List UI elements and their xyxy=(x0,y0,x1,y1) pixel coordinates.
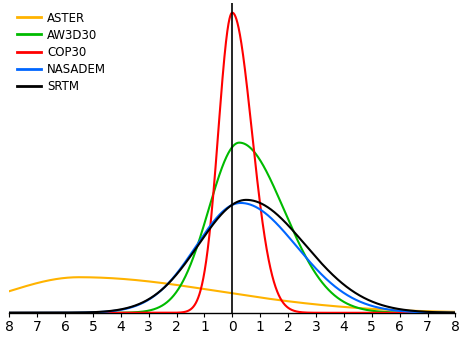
NASADEM xyxy=(6,311,12,315)
ASTER xyxy=(197,286,203,290)
NASADEM xyxy=(416,310,421,314)
ASTER xyxy=(6,289,12,293)
COP30 xyxy=(218,92,224,96)
ASTER xyxy=(330,304,336,308)
SRTM xyxy=(218,212,224,217)
COP30 xyxy=(416,311,421,315)
COP30 xyxy=(330,311,336,315)
AW3D30 xyxy=(236,141,241,145)
Line: COP30: COP30 xyxy=(9,13,454,313)
COP30 xyxy=(194,299,199,303)
SRTM xyxy=(197,240,202,244)
NASADEM xyxy=(452,311,457,315)
COP30 xyxy=(438,311,443,315)
NASADEM xyxy=(197,238,202,242)
AW3D30 xyxy=(6,311,12,315)
SRTM xyxy=(416,309,421,313)
ASTER xyxy=(218,290,224,294)
NASADEM xyxy=(218,211,224,215)
Line: AW3D30: AW3D30 xyxy=(9,143,454,313)
ASTER xyxy=(194,286,199,290)
ASTER xyxy=(438,309,443,313)
Legend: ASTER, AW3D30, COP30, NASADEM, SRTM: ASTER, AW3D30, COP30, NASADEM, SRTM xyxy=(15,9,108,96)
SRTM xyxy=(330,273,336,277)
NASADEM xyxy=(194,243,199,247)
SRTM xyxy=(438,310,443,314)
AW3D30 xyxy=(218,168,224,172)
SRTM xyxy=(6,311,12,315)
AW3D30 xyxy=(194,246,199,250)
SRTM xyxy=(194,245,199,250)
SRTM xyxy=(243,198,248,202)
Line: ASTER: ASTER xyxy=(9,277,454,312)
ASTER xyxy=(452,310,457,314)
AW3D30 xyxy=(452,311,457,315)
Line: SRTM: SRTM xyxy=(9,200,454,313)
ASTER xyxy=(76,275,82,279)
AW3D30 xyxy=(197,235,202,239)
NASADEM xyxy=(438,311,443,315)
ASTER xyxy=(416,309,421,313)
COP30 xyxy=(197,289,202,293)
COP30 xyxy=(229,11,235,15)
SRTM xyxy=(452,310,457,314)
AW3D30 xyxy=(416,311,421,315)
NASADEM xyxy=(330,283,336,287)
Line: NASADEM: NASADEM xyxy=(9,203,454,313)
NASADEM xyxy=(237,201,243,205)
AW3D30 xyxy=(438,311,443,315)
COP30 xyxy=(452,311,457,315)
COP30 xyxy=(6,311,12,315)
AW3D30 xyxy=(330,292,336,296)
